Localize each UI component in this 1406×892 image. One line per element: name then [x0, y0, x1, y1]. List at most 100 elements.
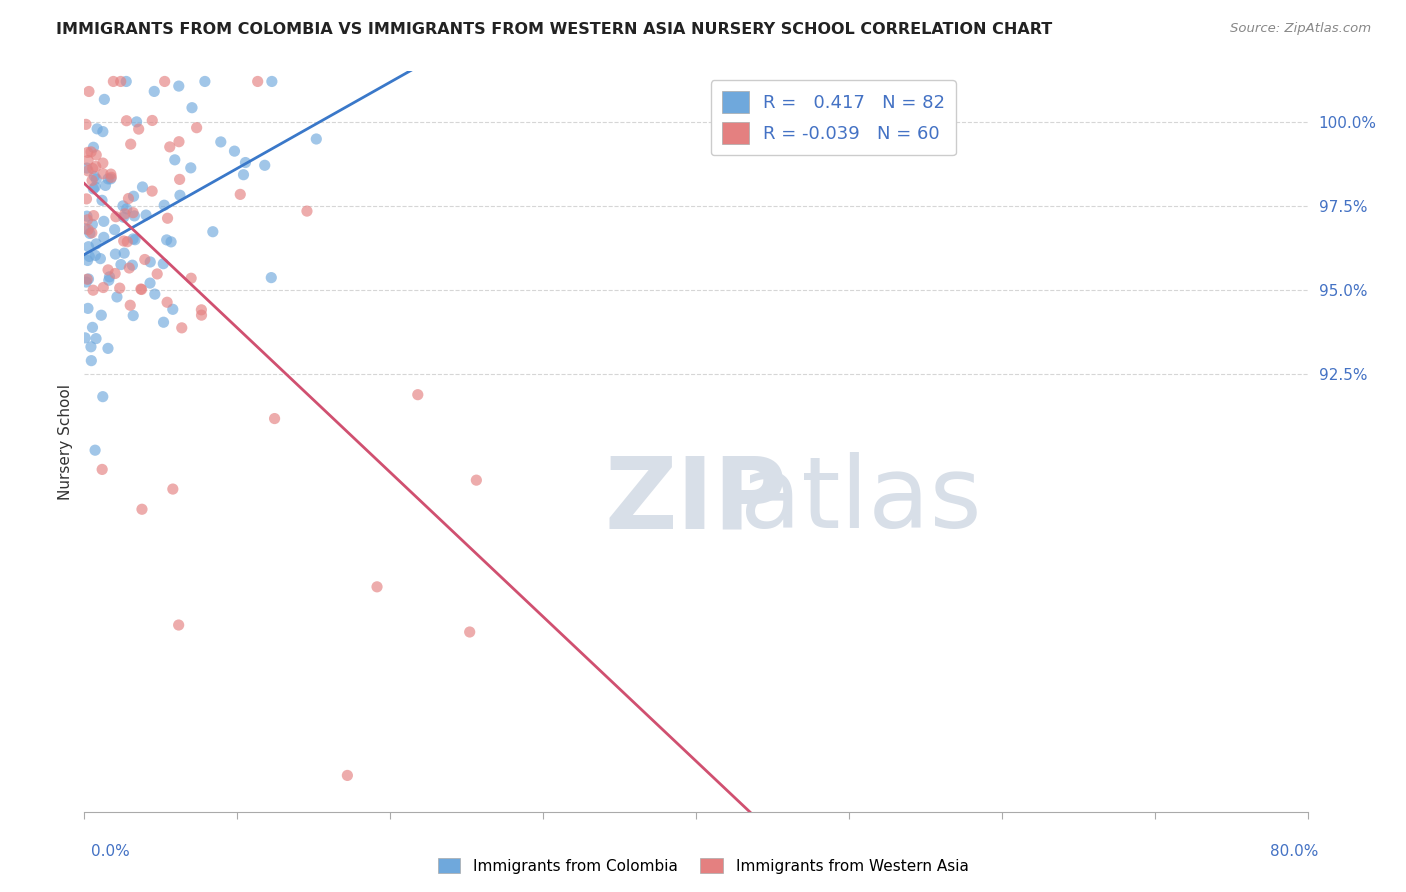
Point — [112, 246, 135, 260]
Point — [156, 233, 179, 247]
Point — [110, 258, 132, 272]
Point — [131, 502, 153, 516]
Point — [260, 270, 283, 285]
Point — [91, 167, 114, 181]
Point — [77, 222, 100, 236]
Point — [156, 211, 179, 226]
Point — [153, 74, 176, 88]
Point — [146, 267, 169, 281]
Point — [84, 160, 107, 174]
Point — [93, 92, 115, 106]
Point — [224, 144, 246, 158]
Point — [260, 74, 283, 88]
Point — [117, 192, 139, 206]
Point — [163, 153, 186, 167]
Point — [91, 390, 114, 404]
Point — [160, 235, 183, 249]
Y-axis label: Nursery School: Nursery School — [58, 384, 73, 500]
Point — [194, 74, 217, 88]
Point — [209, 135, 232, 149]
Point — [104, 267, 127, 281]
Point — [103, 74, 125, 88]
Point — [105, 290, 128, 304]
Point — [83, 169, 105, 184]
Point — [76, 209, 98, 223]
Point — [76, 253, 98, 268]
Point — [122, 189, 145, 203]
Point — [143, 287, 166, 301]
Point — [82, 283, 104, 297]
Point — [86, 121, 108, 136]
Point — [152, 257, 174, 271]
Point — [235, 155, 257, 169]
Point — [170, 321, 193, 335]
Point — [114, 207, 136, 221]
Point — [246, 74, 269, 88]
Point — [97, 273, 120, 287]
Point — [201, 225, 224, 239]
Point — [98, 269, 121, 284]
Point — [82, 182, 104, 196]
Point — [115, 74, 138, 88]
Legend: Immigrants from Colombia, Immigrants from Western Asia: Immigrants from Colombia, Immigrants fro… — [432, 852, 974, 880]
Point — [190, 302, 212, 317]
Point — [162, 302, 184, 317]
Point — [117, 235, 139, 249]
Point — [152, 315, 174, 329]
Point — [122, 232, 145, 246]
Point — [118, 260, 141, 275]
Point — [79, 227, 101, 241]
Text: 80.0%: 80.0% — [1271, 845, 1319, 859]
Text: atlas: atlas — [741, 452, 981, 549]
Text: IMMIGRANTS FROM COLOMBIA VS IMMIGRANTS FROM WESTERN ASIA NURSERY SCHOOL CORRELAT: IMMIGRANTS FROM COLOMBIA VS IMMIGRANTS F… — [56, 22, 1053, 37]
Point — [77, 272, 100, 286]
Point — [104, 247, 127, 261]
Point — [80, 145, 103, 159]
Point — [75, 331, 97, 345]
Point — [129, 282, 152, 296]
Point — [131, 180, 153, 194]
Legend: R =   0.417   N = 82, R = -0.039   N = 60: R = 0.417 N = 82, R = -0.039 N = 60 — [711, 80, 956, 155]
Point — [84, 236, 107, 251]
Point — [111, 199, 134, 213]
Point — [336, 768, 359, 782]
Point — [169, 188, 191, 202]
Point — [135, 208, 157, 222]
Point — [128, 122, 150, 136]
Point — [91, 194, 114, 208]
Point — [122, 309, 145, 323]
Point — [139, 255, 162, 269]
Point — [115, 113, 138, 128]
Point — [84, 443, 107, 458]
Point — [93, 214, 115, 228]
Point — [120, 298, 142, 312]
Point — [156, 295, 179, 310]
Point — [94, 178, 117, 193]
Point — [89, 252, 111, 266]
Point — [141, 113, 163, 128]
Point — [84, 180, 107, 194]
Point — [93, 230, 115, 244]
Point — [186, 120, 208, 135]
Point — [97, 263, 120, 277]
Point — [180, 161, 202, 175]
Point — [82, 218, 104, 232]
Point — [110, 74, 132, 88]
Point — [84, 148, 107, 162]
Point — [82, 320, 104, 334]
Point — [90, 308, 112, 322]
Text: ZIP: ZIP — [605, 452, 787, 549]
Point — [131, 283, 153, 297]
Point — [91, 125, 114, 139]
Point — [80, 173, 103, 187]
Point — [80, 226, 103, 240]
Point — [153, 198, 176, 212]
Point — [76, 145, 98, 160]
Point — [115, 202, 138, 216]
Point — [91, 462, 114, 476]
Point — [122, 205, 145, 219]
Point — [80, 340, 103, 354]
Point — [112, 234, 135, 248]
Point — [97, 342, 120, 356]
Point — [82, 161, 104, 176]
